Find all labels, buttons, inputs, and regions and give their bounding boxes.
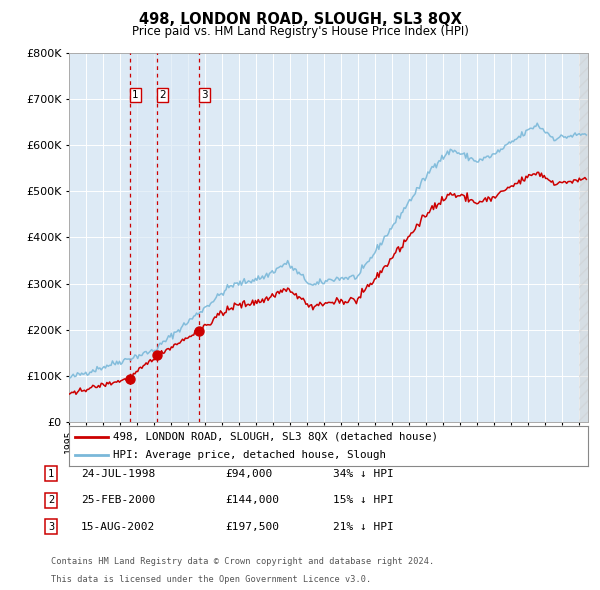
Text: £94,000: £94,000 (225, 469, 272, 478)
Text: 1: 1 (48, 469, 54, 478)
Text: 3: 3 (201, 90, 208, 100)
Text: 15-AUG-2002: 15-AUG-2002 (81, 522, 155, 532)
Text: 21% ↓ HPI: 21% ↓ HPI (333, 522, 394, 532)
Text: Contains HM Land Registry data © Crown copyright and database right 2024.: Contains HM Land Registry data © Crown c… (51, 558, 434, 566)
Text: 498, LONDON ROAD, SLOUGH, SL3 8QX (detached house): 498, LONDON ROAD, SLOUGH, SL3 8QX (detac… (113, 432, 438, 442)
Text: 2: 2 (159, 90, 166, 100)
Bar (130, 53, 199, 422)
Text: 15% ↓ HPI: 15% ↓ HPI (333, 496, 394, 505)
Text: 25-FEB-2000: 25-FEB-2000 (81, 496, 155, 505)
Text: HPI: Average price, detached house, Slough: HPI: Average price, detached house, Slou… (113, 450, 386, 460)
Text: 34% ↓ HPI: 34% ↓ HPI (333, 469, 394, 478)
Text: 3: 3 (48, 522, 54, 532)
Text: 498, LONDON ROAD, SLOUGH, SL3 8QX: 498, LONDON ROAD, SLOUGH, SL3 8QX (139, 12, 461, 27)
Text: 2: 2 (48, 496, 54, 505)
Text: 24-JUL-1998: 24-JUL-1998 (81, 469, 155, 478)
Text: £197,500: £197,500 (225, 522, 279, 532)
Text: £144,000: £144,000 (225, 496, 279, 505)
Text: Price paid vs. HM Land Registry's House Price Index (HPI): Price paid vs. HM Land Registry's House … (131, 25, 469, 38)
Text: 1: 1 (132, 90, 139, 100)
Text: This data is licensed under the Open Government Licence v3.0.: This data is licensed under the Open Gov… (51, 575, 371, 584)
